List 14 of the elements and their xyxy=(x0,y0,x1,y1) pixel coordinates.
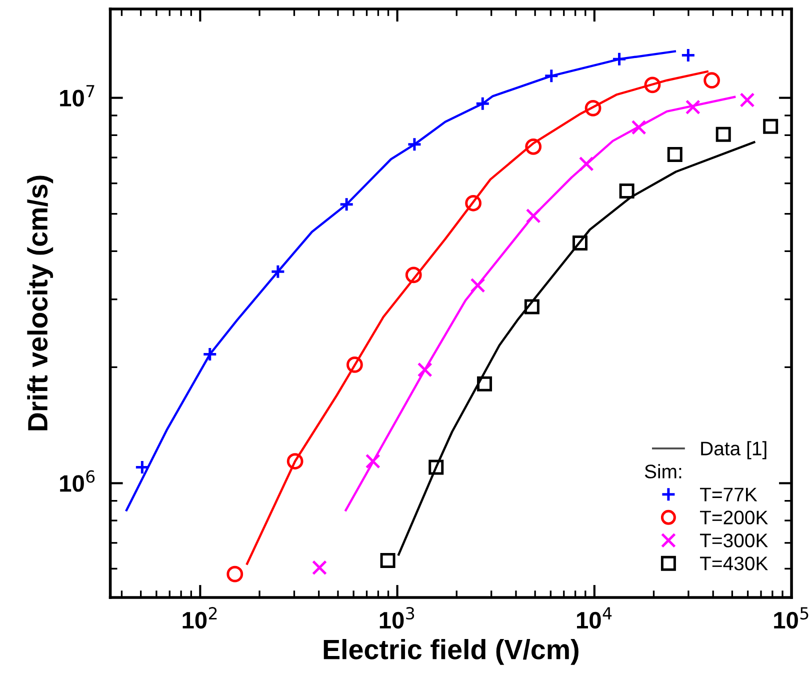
y-tick-label: 10$^{6}$ xyxy=(60,470,95,492)
x-tick-label: 10$^{2}$ xyxy=(182,607,217,629)
y-tick-label: 10$^{7}$ xyxy=(60,85,94,106)
legend-label: T=200K xyxy=(700,510,768,524)
legend-title: Sim: xyxy=(644,464,682,478)
legend-label: Data [1] xyxy=(701,441,766,460)
x-axis-title: Electric field (V/cm) xyxy=(324,638,578,665)
legend-label: T=77K xyxy=(700,488,758,502)
x-tick-label: 10$^{4}$ xyxy=(577,607,612,629)
y-axis-title: Drift velocity (cm/s) xyxy=(27,176,54,430)
x-tick-label: 10$^{3}$ xyxy=(380,607,414,629)
legend-label: T=430K xyxy=(700,556,768,570)
legend-label: T=300K xyxy=(700,534,768,548)
x-tick-label: 10$^{5}$ xyxy=(774,607,808,629)
